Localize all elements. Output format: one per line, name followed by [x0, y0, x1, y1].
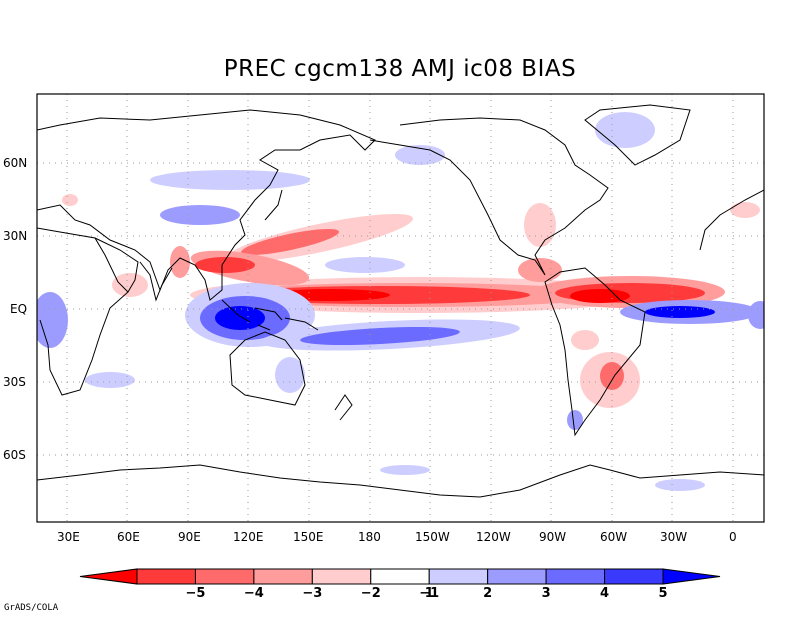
credit-label: GrADS/COLA — [4, 603, 59, 613]
coastline-greenland — [584, 104, 691, 166]
wet-anomaly — [395, 145, 445, 165]
wet-anomaly — [275, 357, 305, 393]
colorbar-swatch — [194, 568, 255, 585]
wet-anomaly — [150, 170, 310, 190]
wet-anomaly — [595, 112, 655, 148]
lat-tick-labels: 60N 30N EQ 30S 60S — [3, 156, 27, 462]
lon-label: 150W — [415, 530, 450, 544]
coastline-australia — [229, 331, 306, 406]
wet-anomaly — [215, 306, 265, 330]
colorbar-swatch — [136, 568, 196, 585]
coastlines — [37, 104, 764, 498]
lon-tick-labels: 30E 60E 90E 120E 150E 180 150W 120W 90W … — [57, 530, 737, 544]
dry-anomaly — [730, 202, 760, 218]
dry-anomaly — [195, 257, 255, 273]
lon-label: 90W — [539, 530, 566, 544]
dry-anomaly — [170, 246, 190, 278]
colorbar-swatch — [487, 568, 547, 585]
colorbar-swatch — [662, 568, 721, 585]
colorbar-swatch — [253, 568, 313, 585]
bias-field — [37, 112, 764, 491]
coastline-eurasia — [37, 109, 376, 301]
colorbar: −5 −4 −3 −2 −11 2 3 4 5 — [79, 568, 721, 601]
dry-anomaly — [62, 194, 78, 206]
lat-label: 30N — [3, 229, 27, 243]
coastline-antarctica — [37, 464, 764, 498]
wet-anomaly — [380, 465, 430, 475]
colorbar-swatch — [428, 568, 489, 585]
colorbar-swatch — [545, 568, 606, 585]
dry-anomaly — [524, 203, 556, 247]
lon-label: 30E — [57, 530, 80, 544]
colorbar-label: −1 — [419, 586, 439, 601]
colorbar-label: −3 — [302, 586, 322, 601]
coastline-japan — [264, 189, 283, 221]
wet-anomaly — [300, 326, 460, 346]
colorbar-swatch — [370, 568, 430, 585]
colorbar-swatch — [604, 568, 664, 585]
lat-label: 30S — [3, 375, 26, 389]
dry-anomaly — [241, 228, 339, 256]
coastline-africa — [37, 227, 129, 396]
lon-label: 60E — [117, 530, 140, 544]
plot-frame — [36, 93, 765, 523]
coastline-nz — [334, 394, 353, 421]
lon-label: 180 — [358, 530, 381, 544]
colorbar-label: 3 — [542, 586, 551, 601]
lon-label: 90E — [178, 530, 201, 544]
colorbar-label: 1 — [425, 586, 434, 601]
wet-anomaly — [645, 306, 715, 318]
lon-label: 0 — [729, 530, 737, 544]
wet-anomaly — [748, 301, 764, 329]
colorbar-swatch — [311, 568, 372, 585]
coastline-maritime — [221, 299, 319, 331]
lon-label: 120E — [233, 530, 264, 544]
coastline-arabia — [94, 237, 139, 293]
lon-label: 150E — [293, 530, 324, 544]
lat-label: 60S — [3, 448, 26, 462]
coastline-south-america — [544, 267, 646, 437]
lat-label: EQ — [10, 302, 27, 316]
lon-label: 30W — [660, 530, 687, 544]
lat-label: 60N — [3, 156, 27, 170]
colorbar-label: −4 — [244, 586, 264, 601]
colorbar-label: −2 — [361, 586, 381, 601]
colorbar-label: 5 — [658, 586, 667, 601]
dry-anomaly — [571, 330, 599, 350]
wet-anomaly — [655, 479, 705, 491]
lon-label: 60W — [600, 530, 627, 544]
coastline-north-america — [369, 117, 609, 276]
wet-anomaly — [567, 410, 583, 430]
dry-anomaly — [518, 258, 562, 282]
wet-anomaly — [85, 372, 135, 388]
colorbar-label: 4 — [600, 586, 609, 601]
wet-anomaly — [160, 205, 240, 225]
coastline-europe-east — [699, 189, 764, 251]
wet-anomaly — [325, 257, 405, 273]
colorbar-label: 2 — [483, 586, 492, 601]
lon-label: 120W — [476, 530, 511, 544]
coastline-india — [139, 261, 173, 302]
dry-anomaly — [112, 273, 148, 297]
dry-anomaly — [570, 289, 630, 303]
colorbar-label: −5 — [185, 586, 205, 601]
map-title: PREC cgcm138 AMJ ic08 BIAS — [223, 56, 577, 82]
colorbar-swatch — [79, 568, 138, 585]
